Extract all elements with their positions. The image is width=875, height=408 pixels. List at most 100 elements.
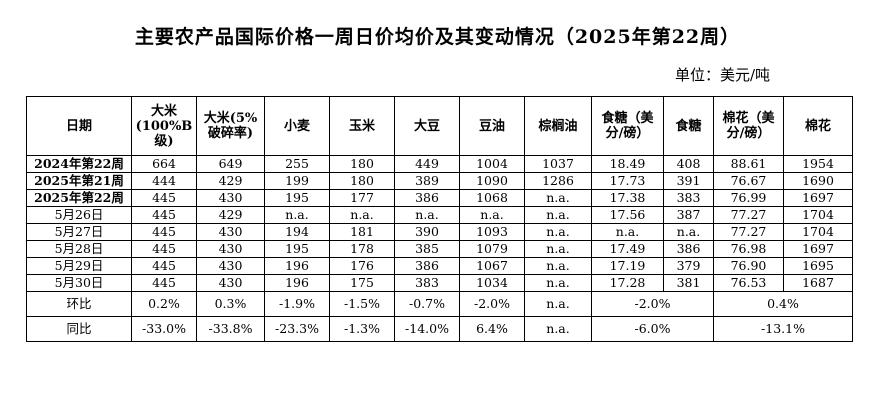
header-cell: 日期 bbox=[26, 96, 132, 156]
value-cell: 181 bbox=[329, 223, 395, 241]
value-cell: 1079 bbox=[459, 240, 525, 258]
cotton-change-cell: 0.4% bbox=[713, 291, 853, 317]
value-cell: 175 bbox=[329, 274, 395, 292]
value-cell: n.a. bbox=[663, 223, 714, 241]
date-cell: 5月30日 bbox=[26, 274, 132, 292]
value-cell: 1034 bbox=[459, 274, 525, 292]
value-cell: 649 bbox=[196, 155, 265, 173]
value-cell: 445 bbox=[131, 257, 197, 275]
value-cell: 76.67 bbox=[713, 172, 784, 190]
value-cell: 445 bbox=[131, 240, 197, 258]
value-cell: 1068 bbox=[459, 189, 525, 207]
header-cell: 食糖（美分/磅） bbox=[591, 96, 664, 156]
value-cell: n.a. bbox=[394, 206, 460, 224]
value-cell: 76.98 bbox=[713, 240, 784, 258]
change-cell: 0.2% bbox=[131, 291, 197, 317]
date-cell: 2024年第22周 bbox=[26, 155, 132, 173]
value-cell: 430 bbox=[196, 274, 265, 292]
summary-row: 同比 -33.0% -33.8% -23.3% -1.3% -14.0% 6.4% n.a. -… bbox=[26, 316, 853, 342]
change-cell: -0.7% bbox=[394, 291, 460, 317]
date-cell: 2025年第21周 bbox=[26, 172, 132, 190]
value-cell: 391 bbox=[663, 172, 714, 190]
value-cell: 429 bbox=[196, 172, 265, 190]
cotton-change-cell: -13.1% bbox=[713, 316, 853, 342]
value-cell: 390 bbox=[394, 223, 460, 241]
sugar-change-cell: -2.0% bbox=[591, 291, 714, 317]
change-cell: n.a. bbox=[524, 316, 592, 342]
value-cell: 445 bbox=[131, 189, 197, 207]
value-cell: 386 bbox=[394, 257, 460, 275]
value-cell: 255 bbox=[264, 155, 330, 173]
value-cell: 17.49 bbox=[591, 240, 664, 258]
table-row: 5月28日 445 430 195 178 385 1079 n.a. 17.49 386 76.9… bbox=[26, 240, 853, 258]
value-cell: n.a. bbox=[329, 206, 395, 224]
value-cell: 17.38 bbox=[591, 189, 664, 207]
change-cell: -33.0% bbox=[131, 316, 197, 342]
value-cell: 1697 bbox=[783, 189, 853, 207]
value-cell: 1954 bbox=[783, 155, 853, 173]
date-cell: 5月29日 bbox=[26, 257, 132, 275]
value-cell: 196 bbox=[264, 274, 330, 292]
date-cell: 5月26日 bbox=[26, 206, 132, 224]
value-cell: 430 bbox=[196, 257, 265, 275]
value-cell: n.a. bbox=[459, 206, 525, 224]
unit-label: 单位：美元/吨 bbox=[674, 66, 770, 84]
change-cell: -1.5% bbox=[329, 291, 395, 317]
table-row: 2025年第21周 444 429 199 180 389 1090 1286 17.73 391… bbox=[26, 172, 853, 190]
value-cell: 383 bbox=[394, 274, 460, 292]
price-table: 日期 大米(100%B级) 大米(5%破碎率) 小麦 玉米 大豆 豆油 棕榈油 … bbox=[26, 96, 853, 342]
value-cell: n.a. bbox=[524, 257, 592, 275]
change-cell: -1.3% bbox=[329, 316, 395, 342]
header-row: 日期 大米(100%B级) 大米(5%破碎率) 小麦 玉米 大豆 豆油 棕榈油 … bbox=[26, 96, 853, 156]
value-cell: n.a. bbox=[264, 206, 330, 224]
value-cell: 1090 bbox=[459, 172, 525, 190]
table-row: 5月29日 445 430 196 176 386 1067 n.a. 17.19 379 76.9… bbox=[26, 257, 853, 275]
value-cell: 18.49 bbox=[591, 155, 664, 173]
value-cell: 1690 bbox=[783, 172, 853, 190]
header-cell: 大豆 bbox=[394, 96, 460, 156]
value-cell: 445 bbox=[131, 223, 197, 241]
value-cell: 386 bbox=[663, 240, 714, 258]
value-cell: 199 bbox=[264, 172, 330, 190]
value-cell: 1286 bbox=[524, 172, 592, 190]
value-cell: 1687 bbox=[783, 274, 853, 292]
value-cell: n.a. bbox=[524, 206, 592, 224]
page-title: 主要农产品国际价格一周日价均价及其变动情况（2025年第22周） bbox=[134, 26, 741, 48]
value-cell: 664 bbox=[131, 155, 197, 173]
value-cell: 76.90 bbox=[713, 257, 784, 275]
value-cell: 408 bbox=[663, 155, 714, 173]
value-cell: 445 bbox=[131, 206, 197, 224]
value-cell: 194 bbox=[264, 223, 330, 241]
value-cell: 196 bbox=[264, 257, 330, 275]
summary-row: 环比 0.2% 0.3% -1.9% -1.5% -0.7% -2.0% n.a. -2.0% 0… bbox=[26, 291, 853, 317]
change-cell: -23.3% bbox=[264, 316, 330, 342]
value-cell: 178 bbox=[329, 240, 395, 258]
value-cell: 430 bbox=[196, 189, 265, 207]
value-cell: 180 bbox=[329, 172, 395, 190]
value-cell: 389 bbox=[394, 172, 460, 190]
change-cell: -2.0% bbox=[459, 291, 525, 317]
summary-label: 环比 bbox=[26, 291, 132, 317]
date-cell: 2025年第22周 bbox=[26, 189, 132, 207]
table-row: 5月26日 445 429 n.a. n.a. n.a. n.a. n.a. 17.56 387 7… bbox=[26, 206, 853, 224]
change-cell: -1.9% bbox=[264, 291, 330, 317]
change-cell: 0.3% bbox=[196, 291, 265, 317]
value-cell: 17.19 bbox=[591, 257, 664, 275]
value-cell: 17.73 bbox=[591, 172, 664, 190]
header-cell: 大米(5%破碎率) bbox=[196, 96, 265, 156]
header-cell: 小麦 bbox=[264, 96, 330, 156]
table-row: 5月27日 445 430 194 181 390 1093 n.a. n.a. n.a. 77.2… bbox=[26, 223, 853, 241]
value-cell: 77.27 bbox=[713, 223, 784, 241]
value-cell: 1004 bbox=[459, 155, 525, 173]
value-cell: 88.61 bbox=[713, 155, 784, 173]
summary-label: 同比 bbox=[26, 316, 132, 342]
table-row: 2025年第22周 445 430 195 177 386 1068 n.a. 17.38 383… bbox=[26, 189, 853, 207]
change-cell: -33.8% bbox=[196, 316, 265, 342]
header-cell: 棕榈油 bbox=[524, 96, 592, 156]
value-cell: 77.27 bbox=[713, 206, 784, 224]
header-cell: 玉米 bbox=[329, 96, 395, 156]
value-cell: 180 bbox=[329, 155, 395, 173]
value-cell: 386 bbox=[394, 189, 460, 207]
value-cell: 17.28 bbox=[591, 274, 664, 292]
header-cell: 食糖 bbox=[663, 96, 714, 156]
